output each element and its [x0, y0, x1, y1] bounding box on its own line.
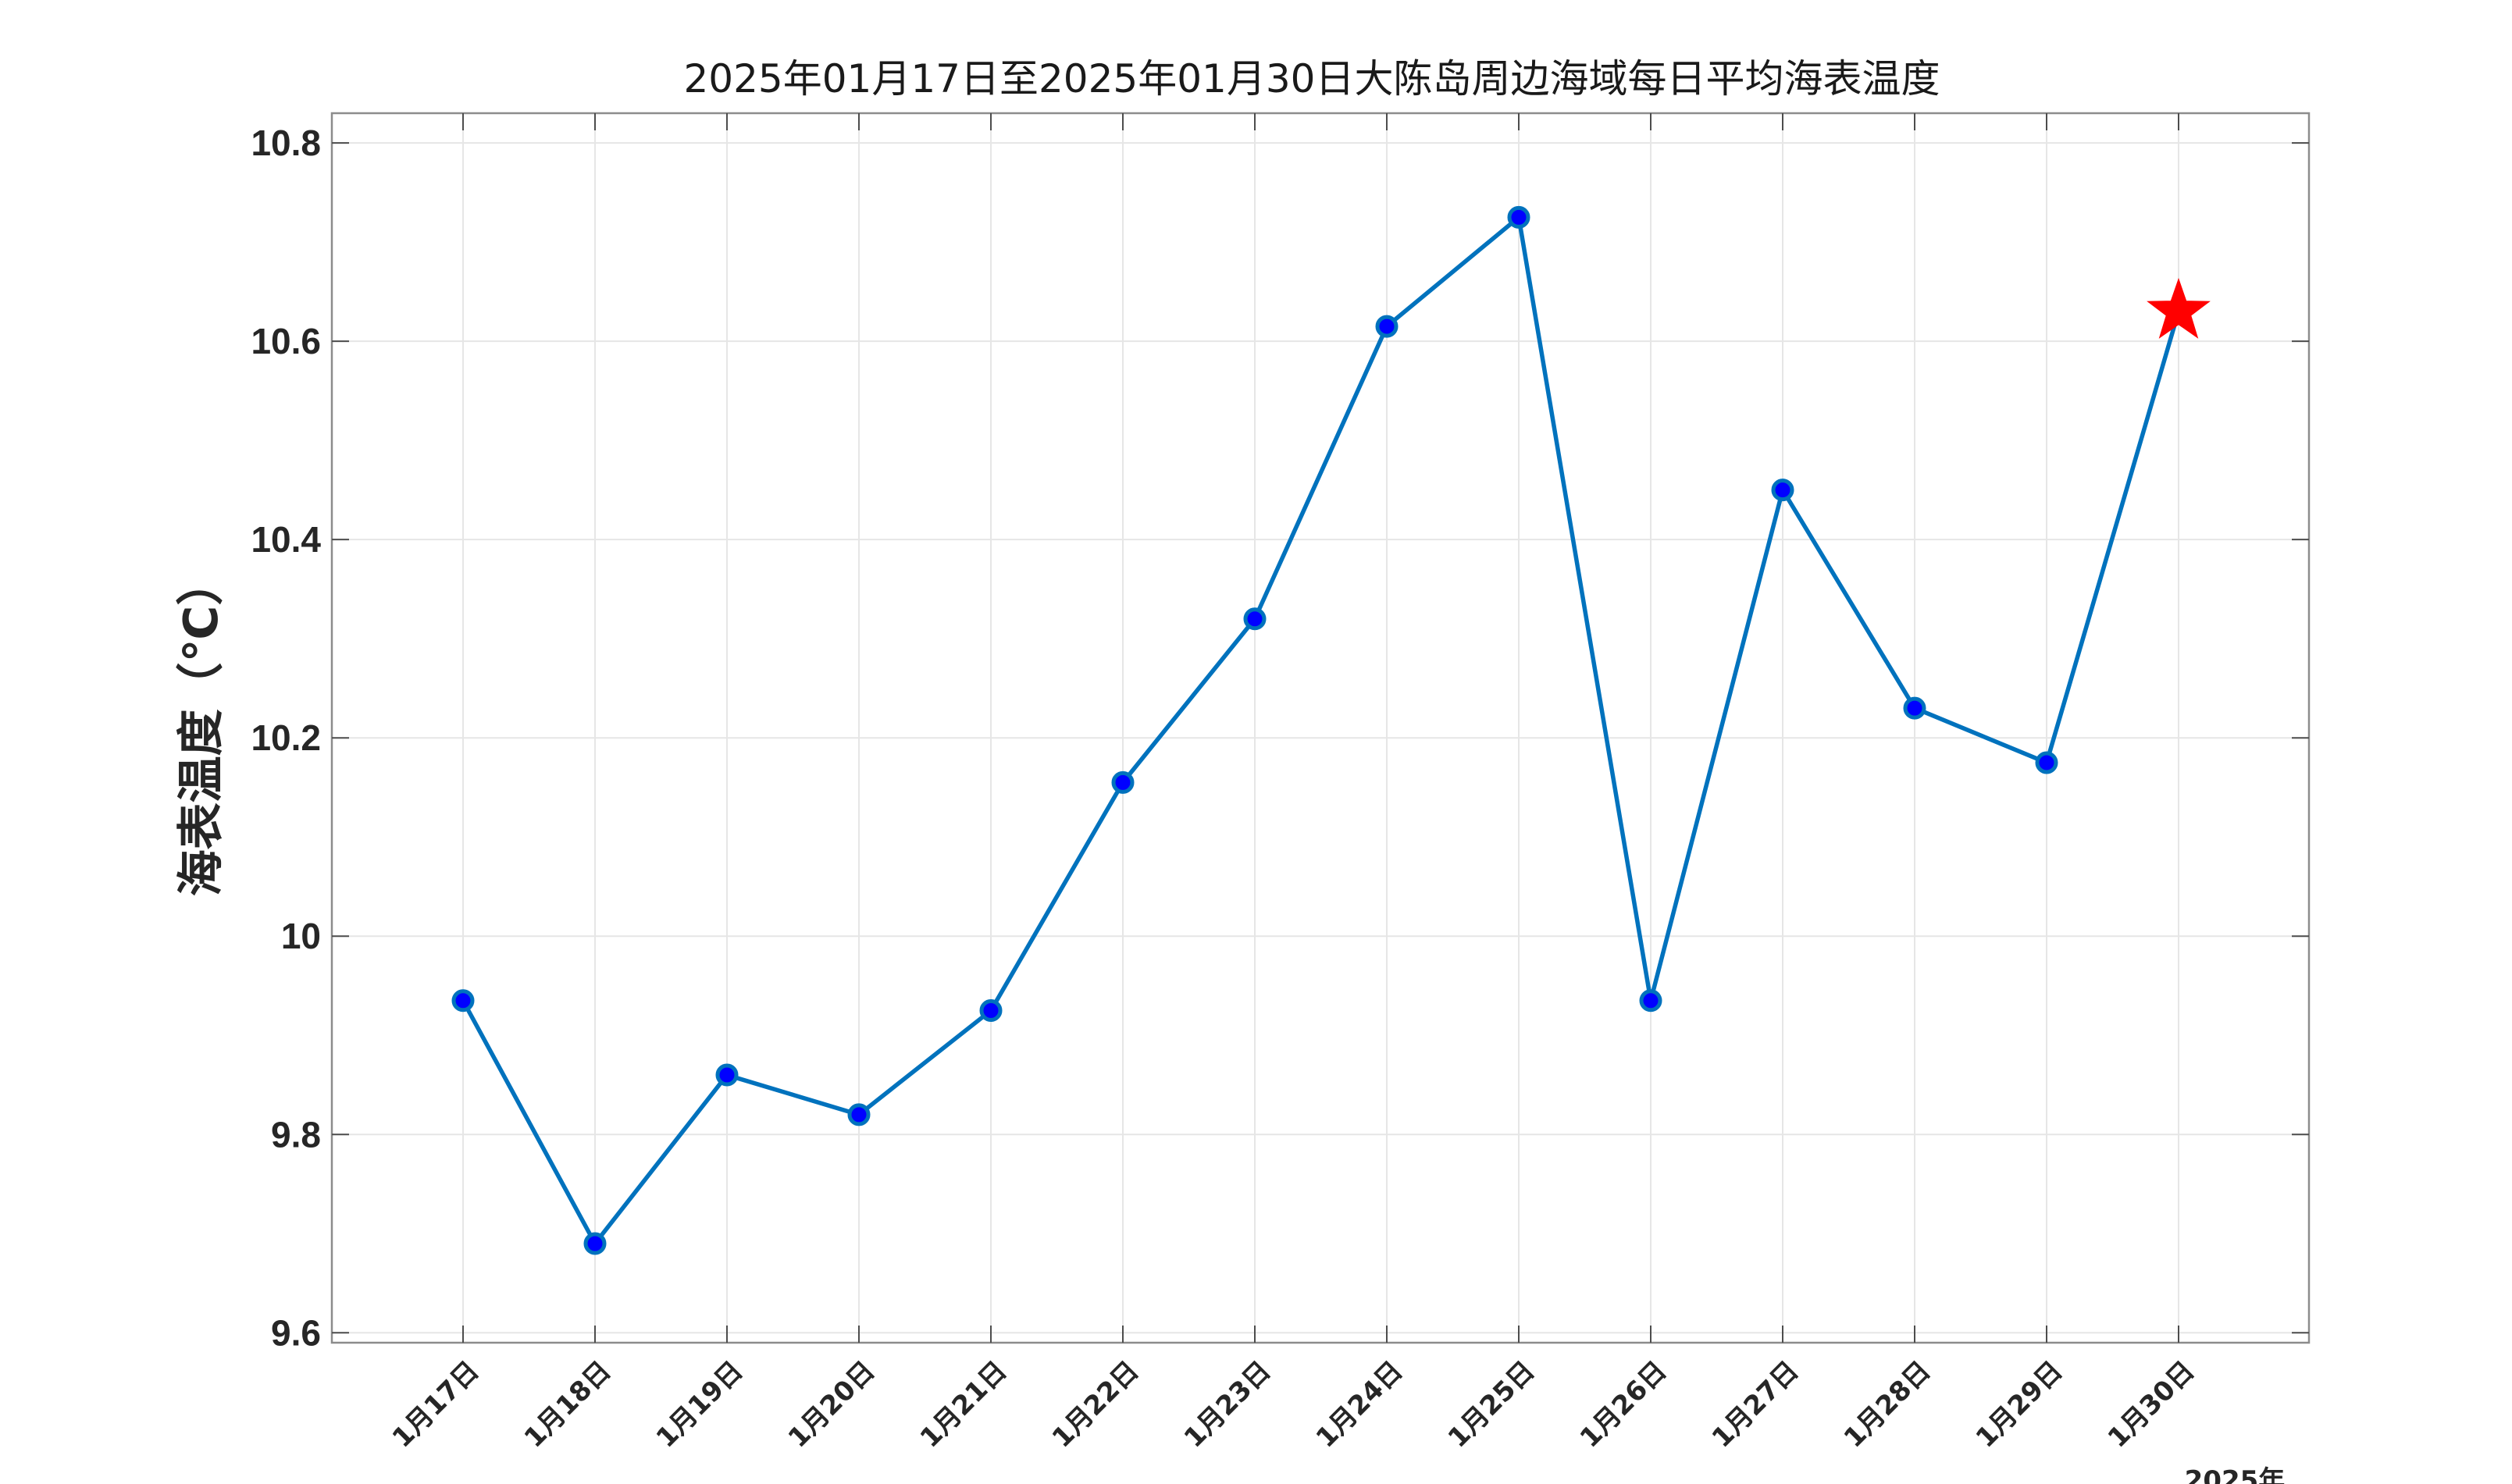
x-tick-label: 1月24日	[1310, 1355, 1409, 1454]
series-line	[461, 215, 2181, 1246]
highlight-star-marker	[2147, 277, 2211, 339]
data-point	[1771, 479, 1794, 502]
x-tick-label: 1月19日	[650, 1355, 750, 1454]
y-tick-label: 9.8	[271, 1114, 321, 1155]
x-tick-label: 1月21日	[914, 1355, 1014, 1454]
data-point	[1903, 696, 1926, 720]
x-tick-label: 1月17日	[387, 1355, 486, 1454]
data-point	[1375, 315, 1399, 338]
y-tick-label: 10.6	[251, 321, 321, 361]
tick-marks	[332, 113, 2309, 1343]
x-tick-label: 1月27日	[1706, 1355, 1805, 1454]
y-tick-label: 10.2	[251, 717, 321, 758]
x-tick-label: 1月23日	[1178, 1355, 1277, 1454]
x-secondary-label: 2025年	[2185, 1465, 2286, 1484]
data-point	[1243, 607, 1267, 631]
x-tick-label: 1月26日	[1574, 1355, 1673, 1454]
data-point	[1507, 205, 1530, 229]
data-point	[715, 1063, 739, 1087]
x-tick-label: 1月30日	[2102, 1355, 2201, 1454]
x-tick-label: 1月20日	[782, 1355, 882, 1454]
x-tick-label: 1月18日	[518, 1355, 618, 1454]
chart-title: 2025年01月17日至2025年01月30日大陈岛周边海域每日平均海表温度	[684, 56, 1940, 101]
y-tick-label: 10.8	[251, 123, 321, 163]
data-point	[1639, 989, 1662, 1012]
grid	[332, 113, 2309, 1343]
x-tick-label: 1月29日	[1970, 1355, 2069, 1454]
y-tick-label: 10	[281, 916, 321, 956]
x-tick-label: 1月28日	[1838, 1355, 1937, 1454]
data-point	[583, 1232, 607, 1255]
data-point	[451, 989, 475, 1012]
data-point	[979, 998, 1003, 1022]
data-point	[2035, 751, 2058, 774]
data-point	[1111, 770, 1135, 794]
x-tick-labels: 1月17日 1月18日 1月19日 1月20日 1月21日 1月22日 1月23日 1月24日…	[387, 1355, 2201, 1454]
x-tick-label: 1月25日	[1442, 1355, 1541, 1454]
y-tick-label: 10.4	[251, 519, 321, 560]
plot-area	[330, 112, 2311, 1344]
y-axis-label: 海表温度（℃）	[174, 559, 229, 897]
data-point	[847, 1103, 871, 1126]
x-tick-label: 1月22日	[1046, 1355, 1146, 1454]
series	[451, 205, 2211, 1255]
y-tick-labels: 9.6 9.8 10 10.2 10.4 10.6 10.8	[251, 123, 321, 1353]
y-tick-label: 9.6	[271, 1312, 321, 1353]
